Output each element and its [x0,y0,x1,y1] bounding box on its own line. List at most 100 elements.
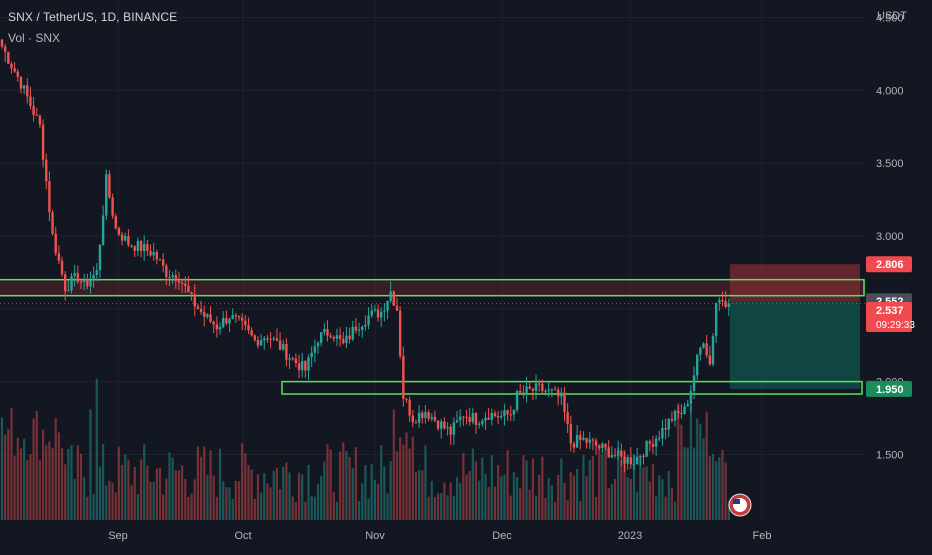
volume-bar [329,449,332,520]
candle-body [714,302,718,337]
volume-bar [629,478,632,520]
candle-body [560,392,563,397]
volume-bar [263,473,266,520]
candle-body [661,427,664,439]
volume-bar [433,497,437,520]
candle-body [193,294,196,307]
volume-bar [493,486,497,520]
candle-body [547,389,550,392]
volume-bar [288,472,291,520]
volume-bar [130,485,133,520]
candle-body [73,273,76,277]
volume-bar [623,449,626,520]
volume-bar [67,448,70,520]
volume-bar [354,447,358,520]
volume-bar [64,464,67,520]
volume-bar [41,429,45,520]
volume-bar [23,438,26,520]
candle-body [487,417,490,420]
volume-bar [0,417,4,520]
volume-bar [515,476,519,520]
volume-bar [544,497,547,520]
volume-bar [648,481,651,520]
candle-body [654,438,658,447]
volume-bar [620,460,623,520]
candle-body [348,335,351,340]
volume-bar [399,437,402,520]
volume-bar [297,472,301,520]
candle-body [139,240,143,252]
volume-bar [705,411,708,520]
candle-body [443,421,446,429]
volume-bar [155,468,158,520]
volume-bar [32,418,35,520]
candle-body [708,355,712,365]
candle-body [528,386,531,389]
candle-body [218,327,222,330]
candle-body [389,291,392,302]
candle-body [424,412,427,418]
candle-body [26,85,29,97]
candle-body [48,181,51,213]
candle-body [323,329,326,333]
volume-bar [452,495,455,520]
candle-body [196,306,200,309]
candle-body [705,343,708,356]
candle-body [351,326,354,340]
volume-bar [569,472,572,520]
volume-bar [563,482,566,520]
candle-body [632,464,636,466]
volume-bar [320,476,323,520]
candle-body [477,423,481,425]
volume-indicator-label[interactable]: Vol · SNX [8,31,61,45]
volume-bar [203,446,206,520]
x-tick-label: Nov [365,530,385,542]
volume-bar [133,466,136,520]
candle-body [228,319,231,324]
candle-body [452,422,456,435]
candle-body [108,174,111,198]
volume-bar [218,448,222,520]
volume-bar [291,496,294,520]
volume-bar [143,444,146,520]
candle-body [275,338,279,341]
candle-body [316,342,320,347]
volume-bar [408,448,411,520]
volume-bar [503,474,506,520]
volume-bar [26,460,29,520]
y-tick-label: 3.000 [876,231,904,243]
candle-body [187,286,190,293]
candle-body [301,360,304,371]
candle-body [319,332,323,343]
x-tick-label: Feb [753,530,772,542]
candle-body [310,352,313,358]
volume-bar [247,465,250,520]
volume-bar [117,446,121,520]
volume-bar [519,488,522,520]
candle-body [607,447,610,458]
candle-body [402,356,405,399]
candle-body [35,114,38,116]
candle-body [436,420,440,429]
candle-body [538,383,541,385]
candle-body [519,390,522,393]
candle-body [550,389,554,391]
candle-body [342,338,345,344]
candle-body [105,174,108,216]
volume-bar [718,457,721,520]
candle-body [225,317,228,324]
volume-bar [418,470,421,520]
candle-body [601,443,604,448]
candle-body [101,215,105,245]
candle-body [569,423,572,444]
candle-body [683,406,686,414]
candle-body [380,311,383,318]
volume-bar [395,451,399,520]
candle-body [617,450,620,456]
volume-bar [51,448,54,520]
volume-bar [658,475,661,520]
candle-body [174,275,177,282]
volume-bar [282,466,285,520]
volume-bar [124,454,127,520]
